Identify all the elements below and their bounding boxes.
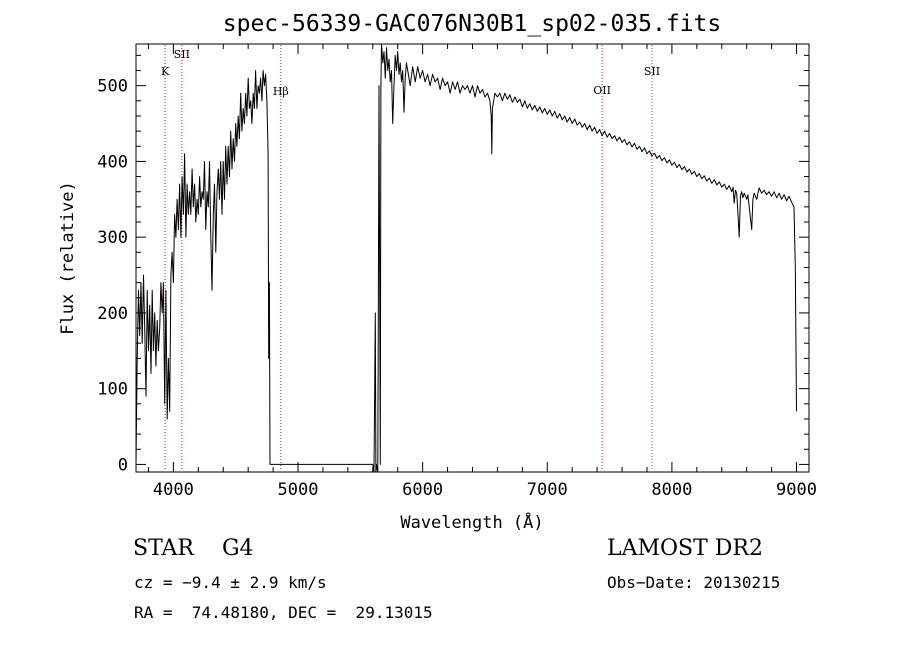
marker-label: Hβ — [273, 85, 289, 98]
chart-title: spec-56339-GAC076N30B1_sp02-035.fits — [223, 11, 722, 37]
marker-label: OII — [593, 84, 611, 97]
marker-lines: K SII Hβ OII SII — [161, 45, 660, 471]
series-layer — [135, 43, 797, 473]
spectral-class: STAR G4 — [133, 536, 254, 561]
x-tick-label: 6000 — [402, 480, 443, 500]
marker-label: K — [161, 65, 170, 78]
x-tick-label: 8000 — [651, 480, 692, 500]
y-tick-label: 100 — [97, 380, 128, 400]
y-tick-label: 300 — [97, 228, 128, 248]
ra-dec-coordinates: RA = 74.48180, DEC = 29.13015 — [134, 603, 433, 622]
x-tick-label: 4000 — [153, 480, 194, 500]
plot-frame — [135, 43, 810, 473]
x-tick-label: 7000 — [527, 480, 568, 500]
y-tick-label: 0 — [118, 455, 128, 475]
survey-name: LAMOST DR2 — [607, 536, 763, 561]
x-tick-label: 5000 — [278, 480, 319, 500]
y-tick-label: 400 — [97, 152, 128, 172]
y-tick-label: 500 — [97, 77, 128, 97]
observation-date: Obs−Date: 20130215 — [607, 573, 781, 592]
redshift-velocity: cz = −9.4 ± 2.9 km/s — [134, 573, 327, 592]
y-tick-label: 200 — [97, 304, 128, 324]
marker-label: SII — [174, 48, 190, 61]
spectrum-series — [135, 43, 797, 473]
x-axis-label: Wavelength (Å) — [400, 511, 543, 533]
marker-label: SII — [644, 65, 660, 78]
ticks-layer: 4000 5000 6000 7000 8000 9000 0 100 200 300 400 500 — [97, 44, 817, 500]
x-tick-label: 9000 — [776, 480, 817, 500]
y-axis-label: Flux (relative) — [58, 181, 78, 335]
